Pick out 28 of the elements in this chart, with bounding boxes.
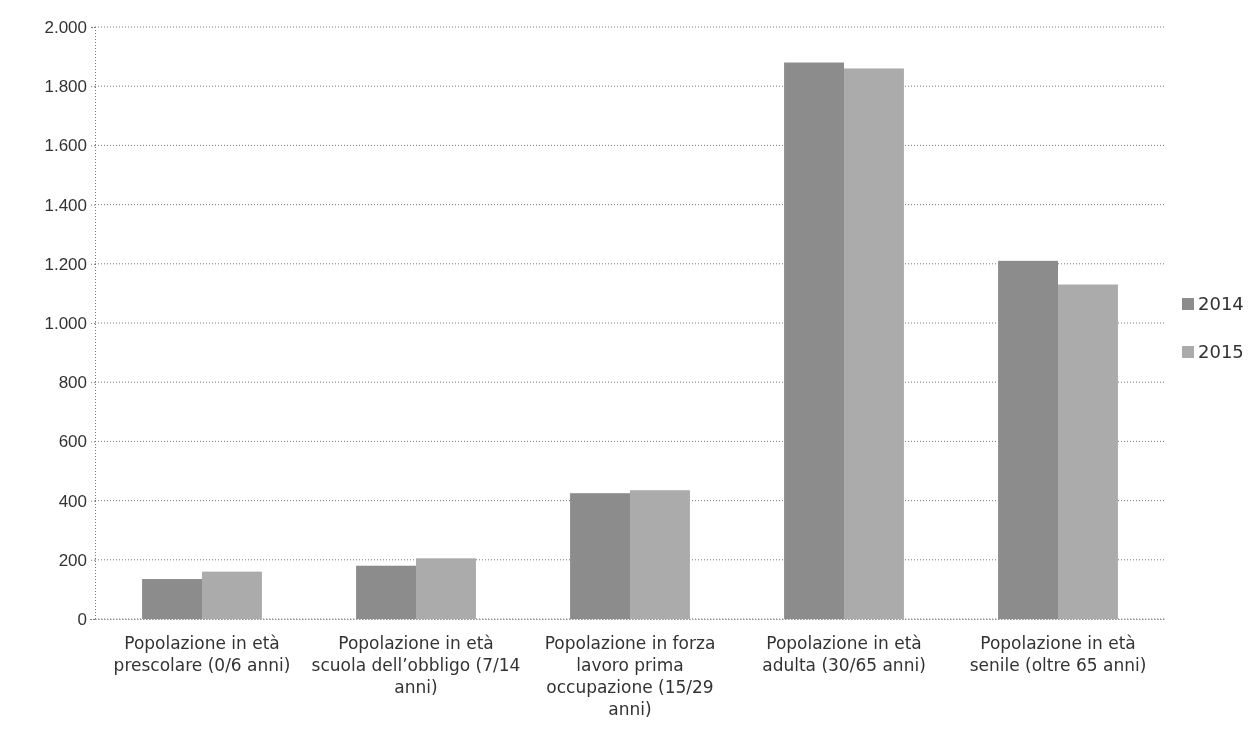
y-tick-label: 800 [58,373,87,393]
y-tick-label: 0 [77,609,87,629]
y-tick-label: 2.000 [44,17,87,37]
bar [630,490,690,619]
legend-label: 2014 [1198,293,1244,314]
bar [570,493,630,619]
bar [356,565,416,619]
x-tick-label: Popolazione in età adulta (30/65 anni) [762,633,926,675]
bar [844,68,904,619]
y-tick-label: 1.800 [44,77,87,97]
bar [998,260,1058,619]
y-tick-label: 1.400 [44,195,87,215]
y-tick-label: 1.200 [44,254,87,274]
bar [784,62,844,619]
bar [202,571,262,619]
legend-label: 2015 [1198,341,1244,362]
y-tick-label: 400 [58,491,87,511]
x-tick-label: Popolazione in forza lavoro prima occupazione (15/29 anni) [544,633,716,719]
y-tick-label: 600 [58,432,87,452]
x-tick-label: Popolazione in età prescolare (0/6 anni) [113,633,291,675]
y-tick-label: 200 [58,550,87,570]
bar [142,579,202,619]
bar [416,558,476,619]
x-tick-label: Popolazione in età scuola dell’obbligo (7/14 anni) [311,633,521,697]
y-tick-label: 1.000 [44,313,87,333]
x-tick-label: Popolazione in età senile (oltre 65 anni) [969,633,1147,675]
y-tick-label: 1.600 [44,136,87,156]
bar [1058,284,1118,619]
